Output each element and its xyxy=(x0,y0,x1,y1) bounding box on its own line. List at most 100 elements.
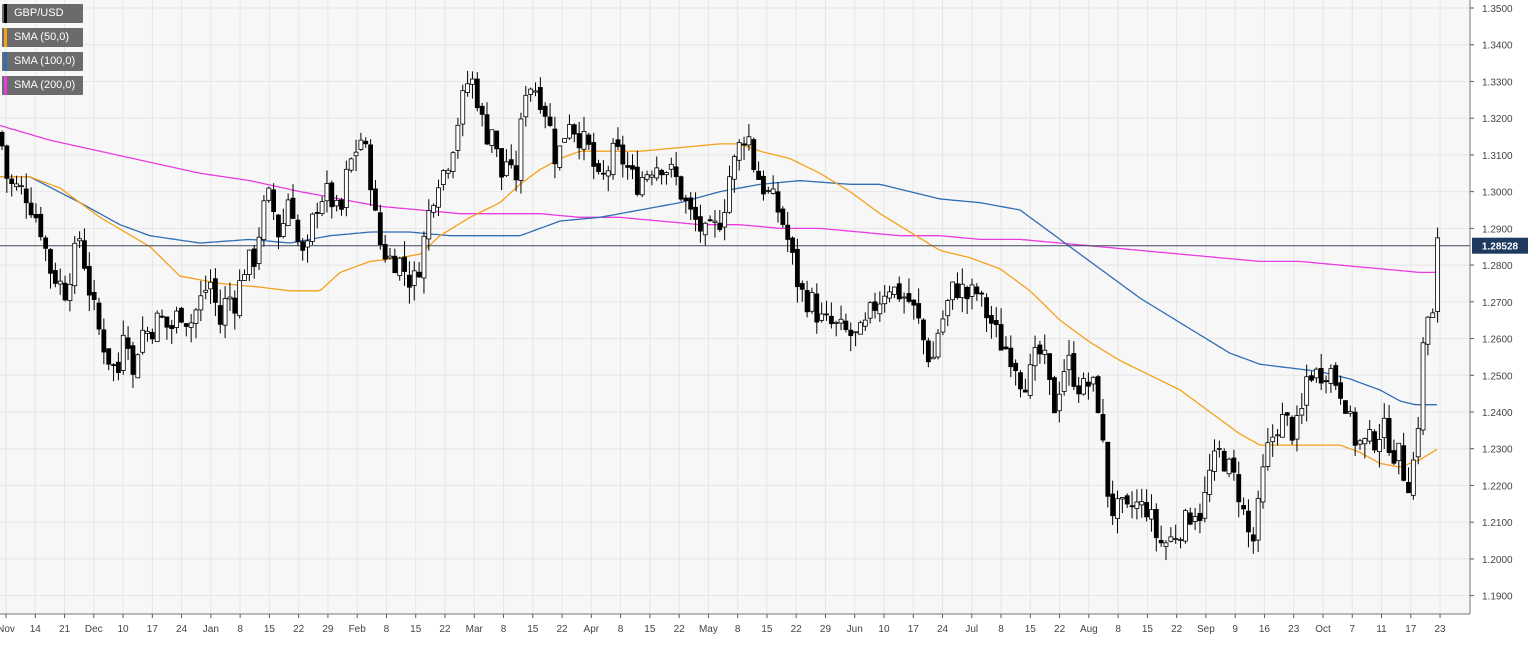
candle-down xyxy=(300,241,306,251)
x-tick-label: 16 xyxy=(1259,624,1271,635)
candle-down xyxy=(1250,534,1256,542)
candle-up xyxy=(227,296,233,300)
candle-down xyxy=(814,293,820,323)
x-tick-label: 8 xyxy=(998,624,1004,635)
candle-up xyxy=(1294,415,1300,440)
candle-down xyxy=(1086,381,1091,387)
candle-up xyxy=(1265,442,1271,467)
y-tick-label: 1.3400 xyxy=(1482,41,1513,52)
x-tick-label: Nov xyxy=(0,624,15,635)
candle-down xyxy=(1187,512,1193,525)
candle-up xyxy=(1425,316,1431,345)
legend-item-symbol[interactable]: GBP/USD xyxy=(2,4,84,23)
candle-down xyxy=(43,237,49,249)
legend-swatch-sma200 xyxy=(4,76,7,95)
candle-down xyxy=(0,132,5,147)
candle-down xyxy=(775,191,781,213)
sma-100-path xyxy=(0,176,1437,406)
legend-swatch-sma50 xyxy=(4,28,7,47)
candle-down xyxy=(125,337,131,349)
candle-down xyxy=(620,144,626,165)
candle-down xyxy=(276,214,281,238)
candle-down xyxy=(1003,346,1009,350)
x-tick-label: 22 xyxy=(439,624,451,635)
candle-up xyxy=(562,138,567,143)
candle-up xyxy=(1173,538,1179,540)
candle-up xyxy=(1410,459,1416,496)
x-tick-label: 11 xyxy=(1376,624,1387,635)
candle-down xyxy=(693,206,698,220)
x-tick-label: 14 xyxy=(30,624,42,635)
x-tick-label: 10 xyxy=(118,624,130,635)
x-tick-label: 29 xyxy=(322,624,334,635)
candle-down xyxy=(91,292,97,300)
candle-down xyxy=(1047,353,1052,380)
candle-up xyxy=(67,284,73,302)
candle-down xyxy=(576,133,582,149)
candle-down xyxy=(164,316,170,328)
candle-down xyxy=(183,323,189,327)
candle-up xyxy=(1081,378,1086,395)
candle-down xyxy=(111,364,116,367)
candle-up xyxy=(174,310,180,328)
candle-down xyxy=(906,293,912,302)
candle-down xyxy=(1406,481,1411,494)
candle-up xyxy=(1115,498,1120,520)
x-tick-label: 21 xyxy=(59,624,71,635)
candle-up xyxy=(1347,411,1353,414)
candle-up xyxy=(702,222,708,236)
candle-down xyxy=(601,172,606,175)
candle-down xyxy=(955,283,960,299)
candle-down xyxy=(1105,441,1111,497)
candle-up xyxy=(208,281,213,290)
candle-down xyxy=(552,128,558,165)
candle-down xyxy=(9,178,15,184)
legend-item-sma50[interactable]: SMA (50,0) xyxy=(2,28,84,47)
candle-up xyxy=(809,292,815,312)
y-tick-label: 1.2500 xyxy=(1482,371,1513,382)
x-tick-label: 22 xyxy=(791,624,803,635)
legend-item-sma100[interactable]: SMA (100,0) xyxy=(2,52,84,71)
candle-up xyxy=(470,78,475,85)
x-tick-label: 17 xyxy=(908,624,920,635)
legend-item-sma200[interactable]: SMA (200,0) xyxy=(2,76,84,95)
candle-up xyxy=(237,280,243,317)
candle-down xyxy=(232,297,238,314)
candle-down xyxy=(1158,540,1164,544)
candle-down xyxy=(149,332,155,340)
candle-up xyxy=(246,249,252,275)
candle-up xyxy=(1362,438,1368,445)
candle-up xyxy=(1367,429,1373,442)
candle-down xyxy=(373,188,378,211)
x-tick-label: 24 xyxy=(937,624,949,635)
candle-down xyxy=(1013,362,1019,372)
candle-down xyxy=(295,219,301,243)
candle-up xyxy=(833,321,839,324)
candle-down xyxy=(1289,416,1295,441)
candle-up xyxy=(343,168,349,208)
candle-down xyxy=(479,105,485,115)
candle-down xyxy=(52,270,58,284)
candle-up xyxy=(1056,393,1062,412)
candle-up xyxy=(1061,371,1067,392)
candle-down xyxy=(984,297,989,319)
candle-up xyxy=(14,183,19,188)
candle-down xyxy=(659,169,664,176)
candle-up xyxy=(1396,442,1402,462)
candle-up xyxy=(1260,466,1266,503)
candle-down xyxy=(28,202,34,216)
candle-up xyxy=(901,296,907,299)
candle-down xyxy=(707,219,713,222)
candle-down xyxy=(116,361,121,374)
x-tick-label: 15 xyxy=(264,624,276,635)
candle-down xyxy=(993,320,999,326)
candle-up xyxy=(853,331,858,334)
candle-down xyxy=(625,165,631,168)
candle-down xyxy=(179,307,184,323)
candle-down xyxy=(1231,457,1237,473)
x-tick-label: 15 xyxy=(644,624,656,635)
x-tick-label: 23 xyxy=(1288,624,1300,635)
candle-up xyxy=(426,210,432,240)
